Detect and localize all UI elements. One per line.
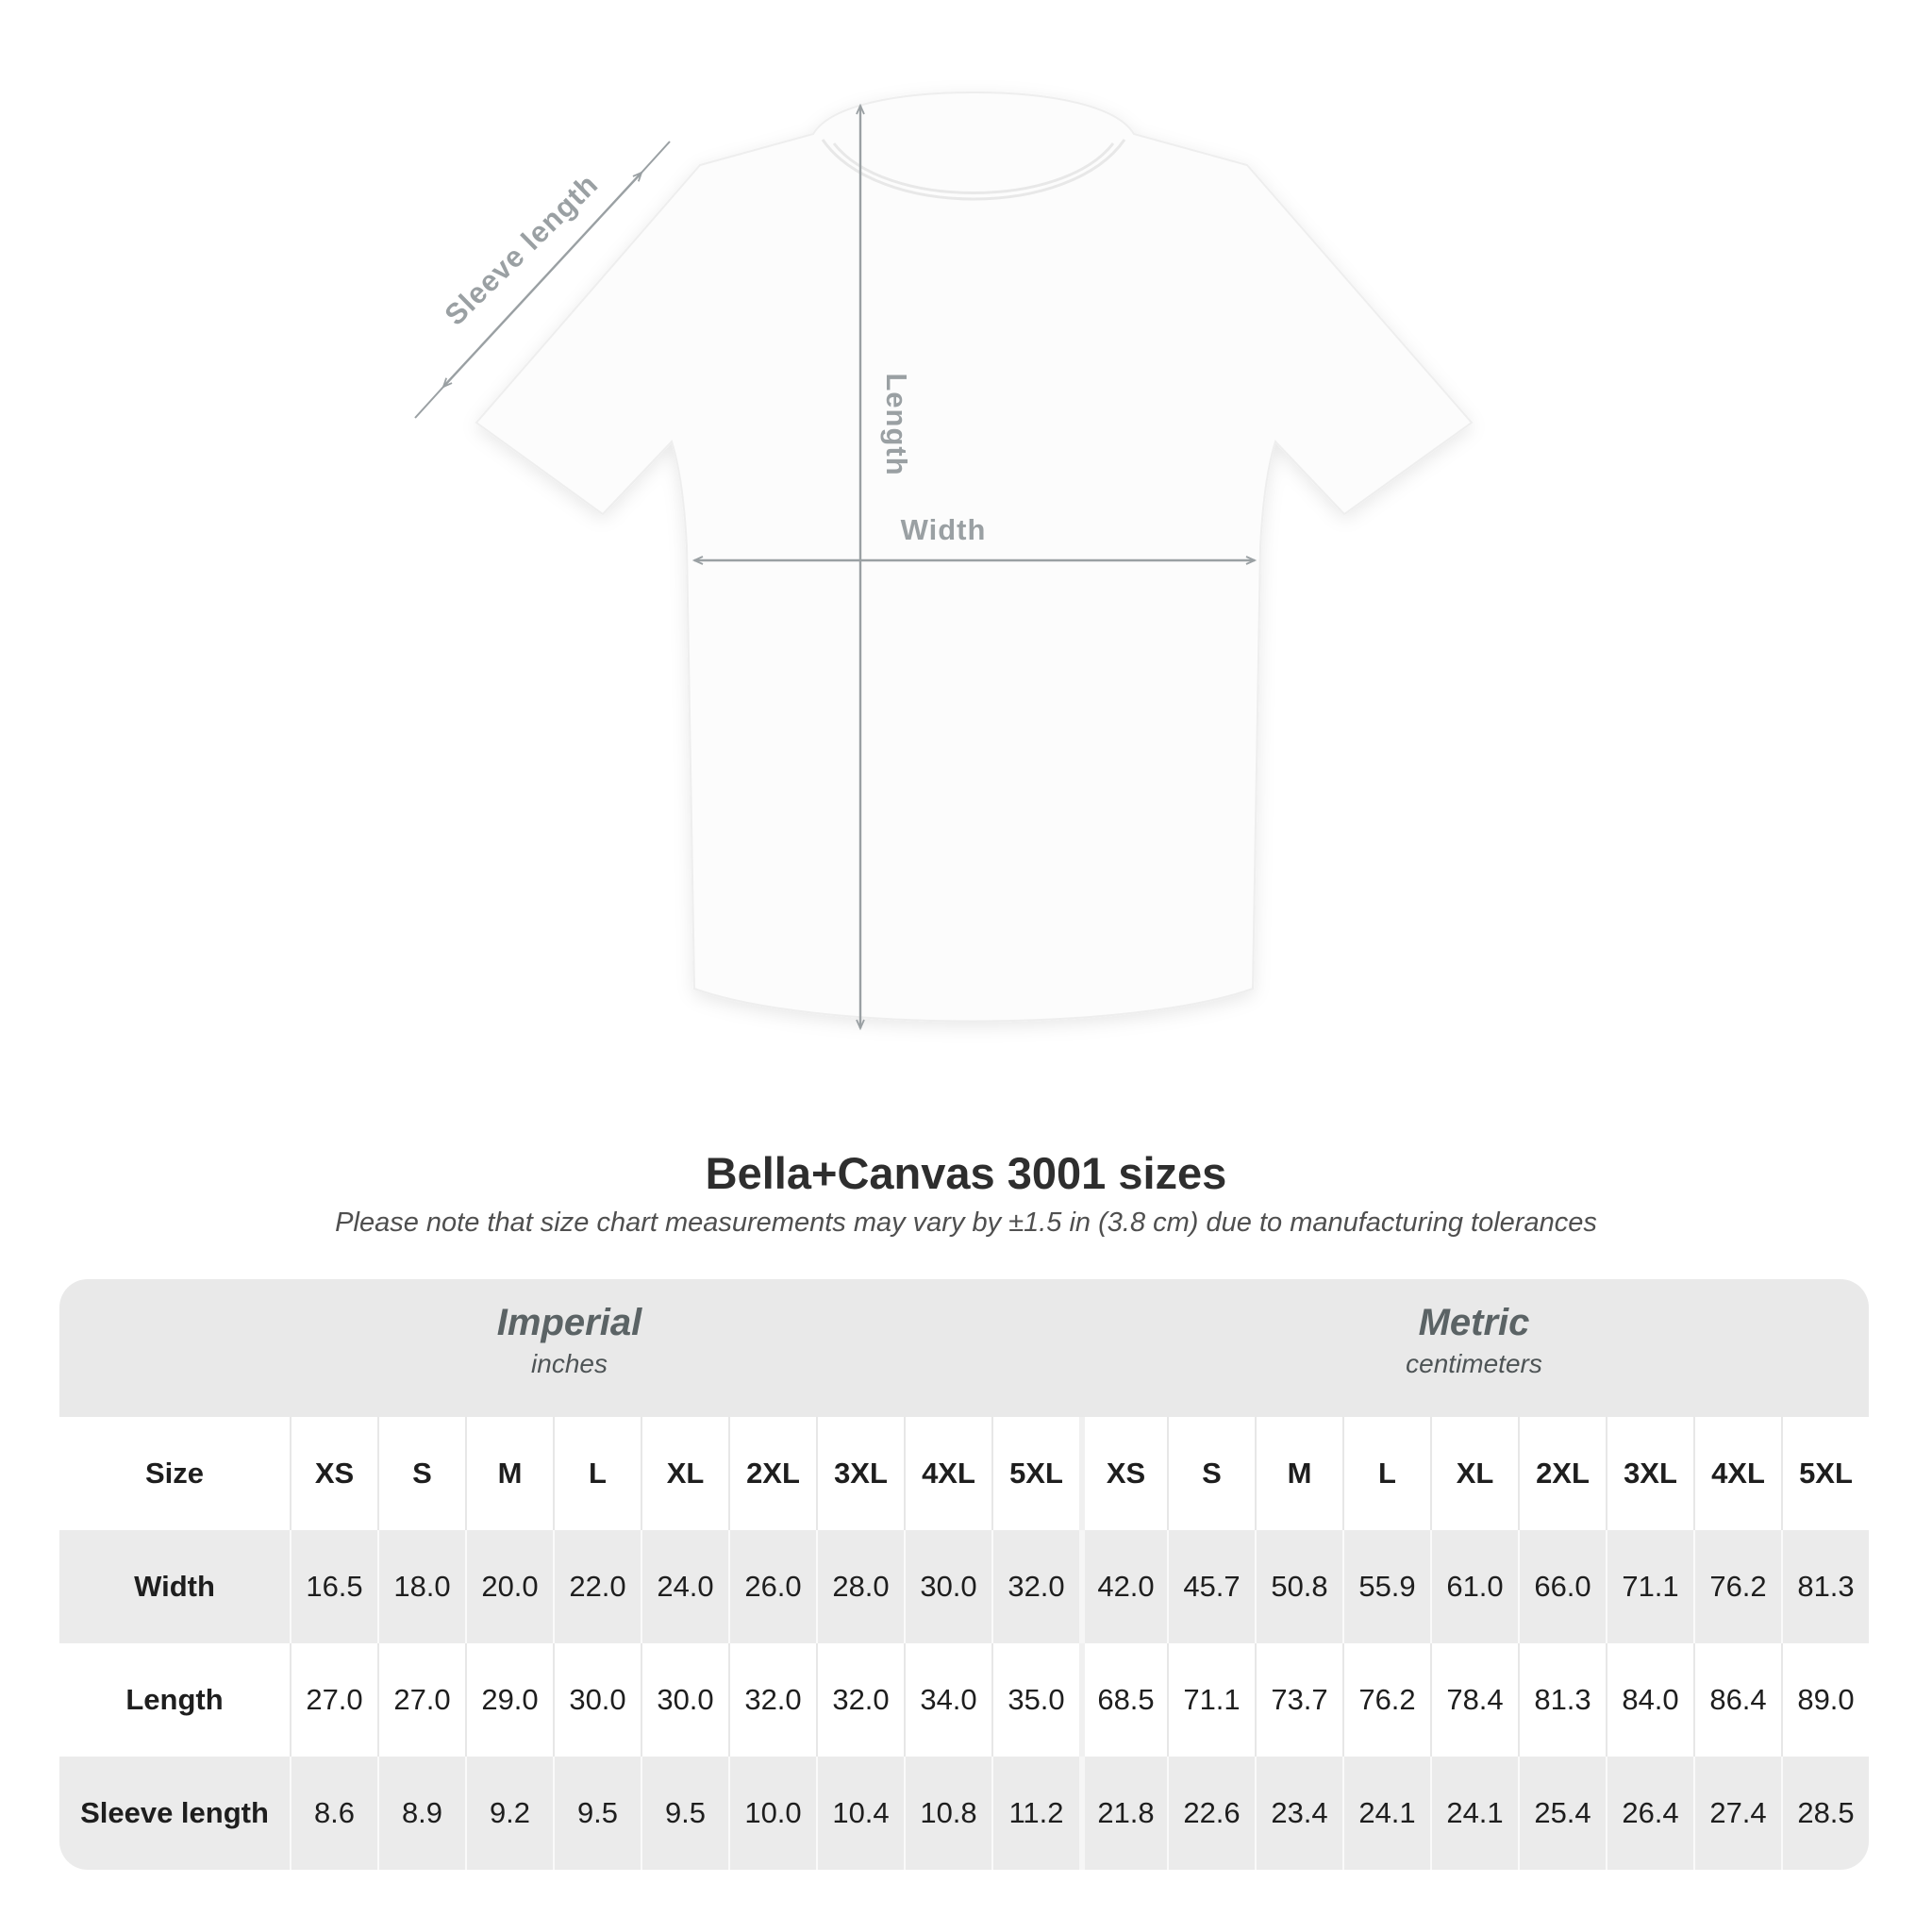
tshirt-illustration — [475, 91, 1474, 1023]
table-cell: 9.5 — [641, 1757, 728, 1870]
table-cell: 8.9 — [377, 1757, 465, 1870]
width-dimension: Width — [691, 513, 1257, 565]
table-cell: 35.0 — [991, 1643, 1079, 1757]
table-cell: 86.4 — [1693, 1643, 1781, 1757]
table-cell: 66.0 — [1518, 1530, 1606, 1643]
table-cell: 24.1 — [1342, 1757, 1430, 1870]
table-cell: 16.5 — [290, 1530, 377, 1643]
table-cell: 76.2 — [1693, 1530, 1781, 1643]
page-subtitle: Please note that size chart measurements… — [335, 1208, 1597, 1238]
size-col-header: 2XL — [728, 1417, 816, 1530]
table-cell: 24.1 — [1430, 1757, 1518, 1870]
length-dimension: Length — [856, 103, 913, 1031]
imperial-title: Imperial — [496, 1302, 642, 1343]
metric-unit: centimeters — [1406, 1349, 1542, 1378]
imperial-section-header: Imperial inches — [59, 1279, 1079, 1417]
size-col-header: 5XL — [1781, 1417, 1869, 1530]
row-label: Width — [134, 1570, 215, 1603]
tshirt-measurement-diagram: Sleeve length Length Width — [414, 91, 1474, 1031]
table-cell: 30.0 — [553, 1643, 641, 1757]
table-cell: 76.2 — [1342, 1643, 1430, 1757]
table-cell: 21.8 — [1079, 1757, 1167, 1870]
table-cell: 26.4 — [1606, 1757, 1693, 1870]
collar-outline — [821, 139, 1126, 201]
table-cell: 8.6 — [290, 1757, 377, 1870]
metric-section-header: Metric centimeters — [1079, 1279, 1869, 1417]
size-col-header: 2XL — [1518, 1417, 1606, 1530]
row-label: Sleeve length — [80, 1796, 269, 1829]
table-cell: 18.0 — [377, 1530, 465, 1643]
size-col-header: 5XL — [991, 1417, 1079, 1530]
size-col-header: XS — [1079, 1417, 1167, 1530]
row-label: Length — [125, 1683, 224, 1716]
size-col-header: XL — [641, 1417, 728, 1530]
page-title: Bella+Canvas 3001 sizes — [705, 1148, 1227, 1198]
size-header-row: Size XS S M L XL 2XL 3XL 4XL 5XL XS S M … — [59, 1417, 1869, 1530]
table-cell: 71.1 — [1167, 1643, 1255, 1757]
table-cell: 81.3 — [1518, 1643, 1606, 1757]
table-cell: 73.7 — [1255, 1643, 1342, 1757]
size-col-header: S — [1167, 1417, 1255, 1530]
table-cell: 9.2 — [465, 1757, 553, 1870]
table-cell: 32.0 — [728, 1643, 816, 1757]
size-col-header: 4XL — [904, 1417, 991, 1530]
table-cell: 71.1 — [1606, 1530, 1693, 1643]
table-cell: 28.5 — [1781, 1757, 1869, 1870]
width-label: Width — [901, 513, 987, 546]
table-cell: 20.0 — [465, 1530, 553, 1643]
size-col-header: S — [377, 1417, 465, 1530]
table-cell: 30.0 — [641, 1643, 728, 1757]
size-col-header: XS — [290, 1417, 377, 1530]
length-row: Length 27.0 27.0 29.0 30.0 30.0 32.0 32.… — [59, 1643, 1869, 1757]
table-cell: 61.0 — [1430, 1530, 1518, 1643]
size-col-header: M — [1255, 1417, 1342, 1530]
unit-header-band: Imperial inches Metric centimeters — [59, 1279, 1869, 1417]
table-cell: 27.0 — [377, 1643, 465, 1757]
table-cell: 27.4 — [1693, 1757, 1781, 1870]
table-cell: 68.5 — [1079, 1643, 1167, 1757]
table-cell: 10.4 — [816, 1757, 904, 1870]
table-cell: 23.4 — [1255, 1757, 1342, 1870]
table-cell: 32.0 — [816, 1643, 904, 1757]
table-cell: 30.0 — [904, 1530, 991, 1643]
table-cell: 81.3 — [1781, 1530, 1869, 1643]
table-cell: 55.9 — [1342, 1530, 1430, 1643]
table-cell: 9.5 — [553, 1757, 641, 1870]
table-cell: 42.0 — [1079, 1530, 1167, 1643]
size-col-header: 4XL — [1693, 1417, 1781, 1530]
table-cell: 22.6 — [1167, 1757, 1255, 1870]
size-header-label: Size — [144, 1457, 205, 1490]
size-col-header: 3XL — [816, 1417, 904, 1530]
table-cell: 28.0 — [816, 1530, 904, 1643]
size-col-header: M — [465, 1417, 553, 1530]
table-cell: 29.0 — [465, 1643, 553, 1757]
table-cell: 45.7 — [1167, 1530, 1255, 1643]
size-col-header: L — [1342, 1417, 1430, 1530]
table-cell: 26.0 — [728, 1530, 816, 1643]
size-table-card: Imperial inches Metric centimeters Size … — [59, 1279, 1869, 1870]
table-cell: 24.0 — [641, 1530, 728, 1643]
sleeve-length-row: Sleeve length 8.6 8.9 9.2 9.5 9.5 10.0 1… — [59, 1757, 1869, 1870]
table-cell: 78.4 — [1430, 1643, 1518, 1757]
table-cell: 25.4 — [1518, 1757, 1606, 1870]
table-cell: 10.8 — [904, 1757, 991, 1870]
table-cell: 27.0 — [290, 1643, 377, 1757]
table-cell: 32.0 — [991, 1530, 1079, 1643]
table-cell: 11.2 — [991, 1757, 1079, 1870]
imperial-unit: inches — [531, 1349, 608, 1378]
table-cell: 10.0 — [728, 1757, 816, 1870]
table-cell: 84.0 — [1606, 1643, 1693, 1757]
length-label: Length — [880, 373, 913, 475]
size-col-header: XL — [1430, 1417, 1518, 1530]
table-cell: 89.0 — [1781, 1643, 1869, 1757]
size-col-header: L — [553, 1417, 641, 1530]
size-table: Size XS S M L XL 2XL 3XL 4XL 5XL XS S M … — [59, 1417, 1869, 1870]
table-cell: 34.0 — [904, 1643, 991, 1757]
width-row: Width 16.5 18.0 20.0 22.0 24.0 26.0 28.0… — [59, 1530, 1869, 1643]
metric-title: Metric — [1418, 1302, 1530, 1343]
table-cell: 50.8 — [1255, 1530, 1342, 1643]
table-cell: 22.0 — [553, 1530, 641, 1643]
size-col-header: 3XL — [1606, 1417, 1693, 1530]
